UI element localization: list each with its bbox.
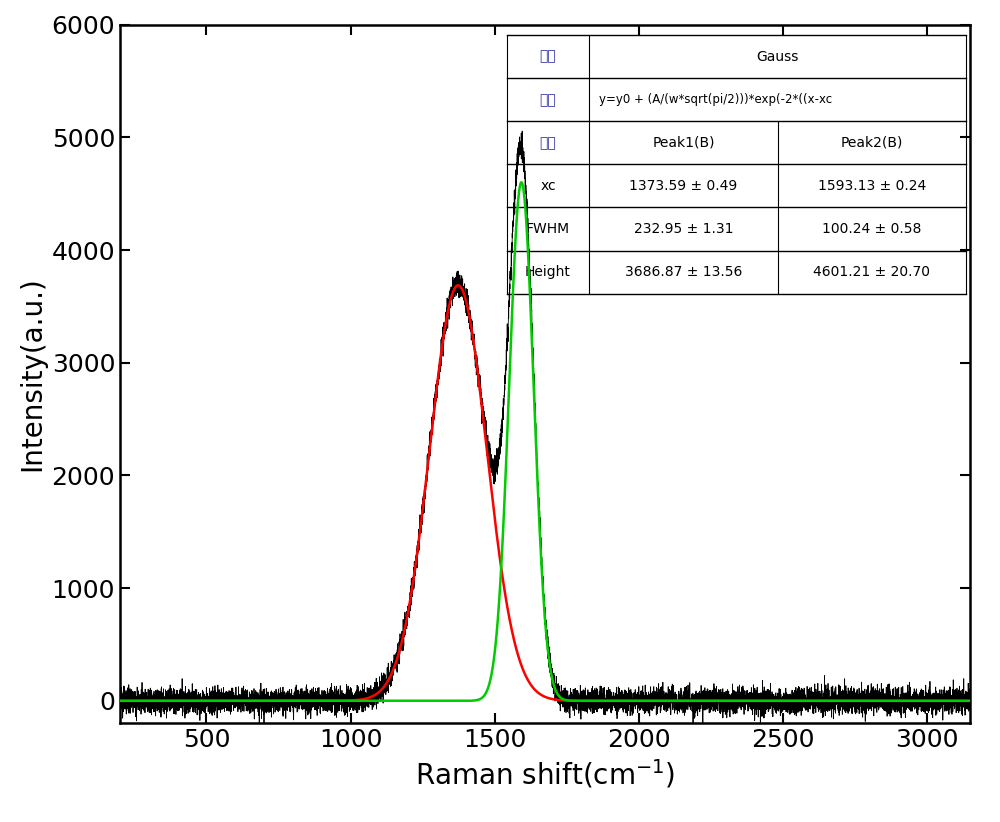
Text: 模型: 模型 bbox=[540, 49, 556, 63]
Text: FWHM: FWHM bbox=[526, 222, 570, 236]
Text: Gauss: Gauss bbox=[756, 49, 799, 63]
Text: 1373.59 ± 0.49: 1373.59 ± 0.49 bbox=[629, 179, 738, 193]
Text: xc: xc bbox=[540, 179, 556, 193]
Text: 绘图: 绘图 bbox=[540, 136, 556, 150]
Text: y=y0 + (A/(w*sqrt(pi/2)))*exp(-2*((x-xc: y=y0 + (A/(w*sqrt(pi/2)))*exp(-2*((x-xc bbox=[599, 93, 832, 106]
Text: 232.95 ± 1.31: 232.95 ± 1.31 bbox=[634, 222, 733, 236]
Y-axis label: Intensity(a.u.): Intensity(a.u.) bbox=[18, 277, 46, 471]
Text: 100.24 ± 0.58: 100.24 ± 0.58 bbox=[822, 222, 921, 236]
Text: 1593.13 ± 0.24: 1593.13 ± 0.24 bbox=[818, 179, 926, 193]
Text: Peak2(B): Peak2(B) bbox=[840, 136, 903, 150]
X-axis label: Raman shift(cm$^{-1}$): Raman shift(cm$^{-1}$) bbox=[415, 758, 675, 791]
Text: 方程: 方程 bbox=[540, 93, 556, 107]
Text: Peak1(B): Peak1(B) bbox=[652, 136, 715, 150]
Text: 4601.21 ± 20.70: 4601.21 ± 20.70 bbox=[813, 266, 930, 279]
Text: Height: Height bbox=[525, 266, 571, 279]
Text: 3686.87 ± 13.56: 3686.87 ± 13.56 bbox=[625, 266, 742, 279]
